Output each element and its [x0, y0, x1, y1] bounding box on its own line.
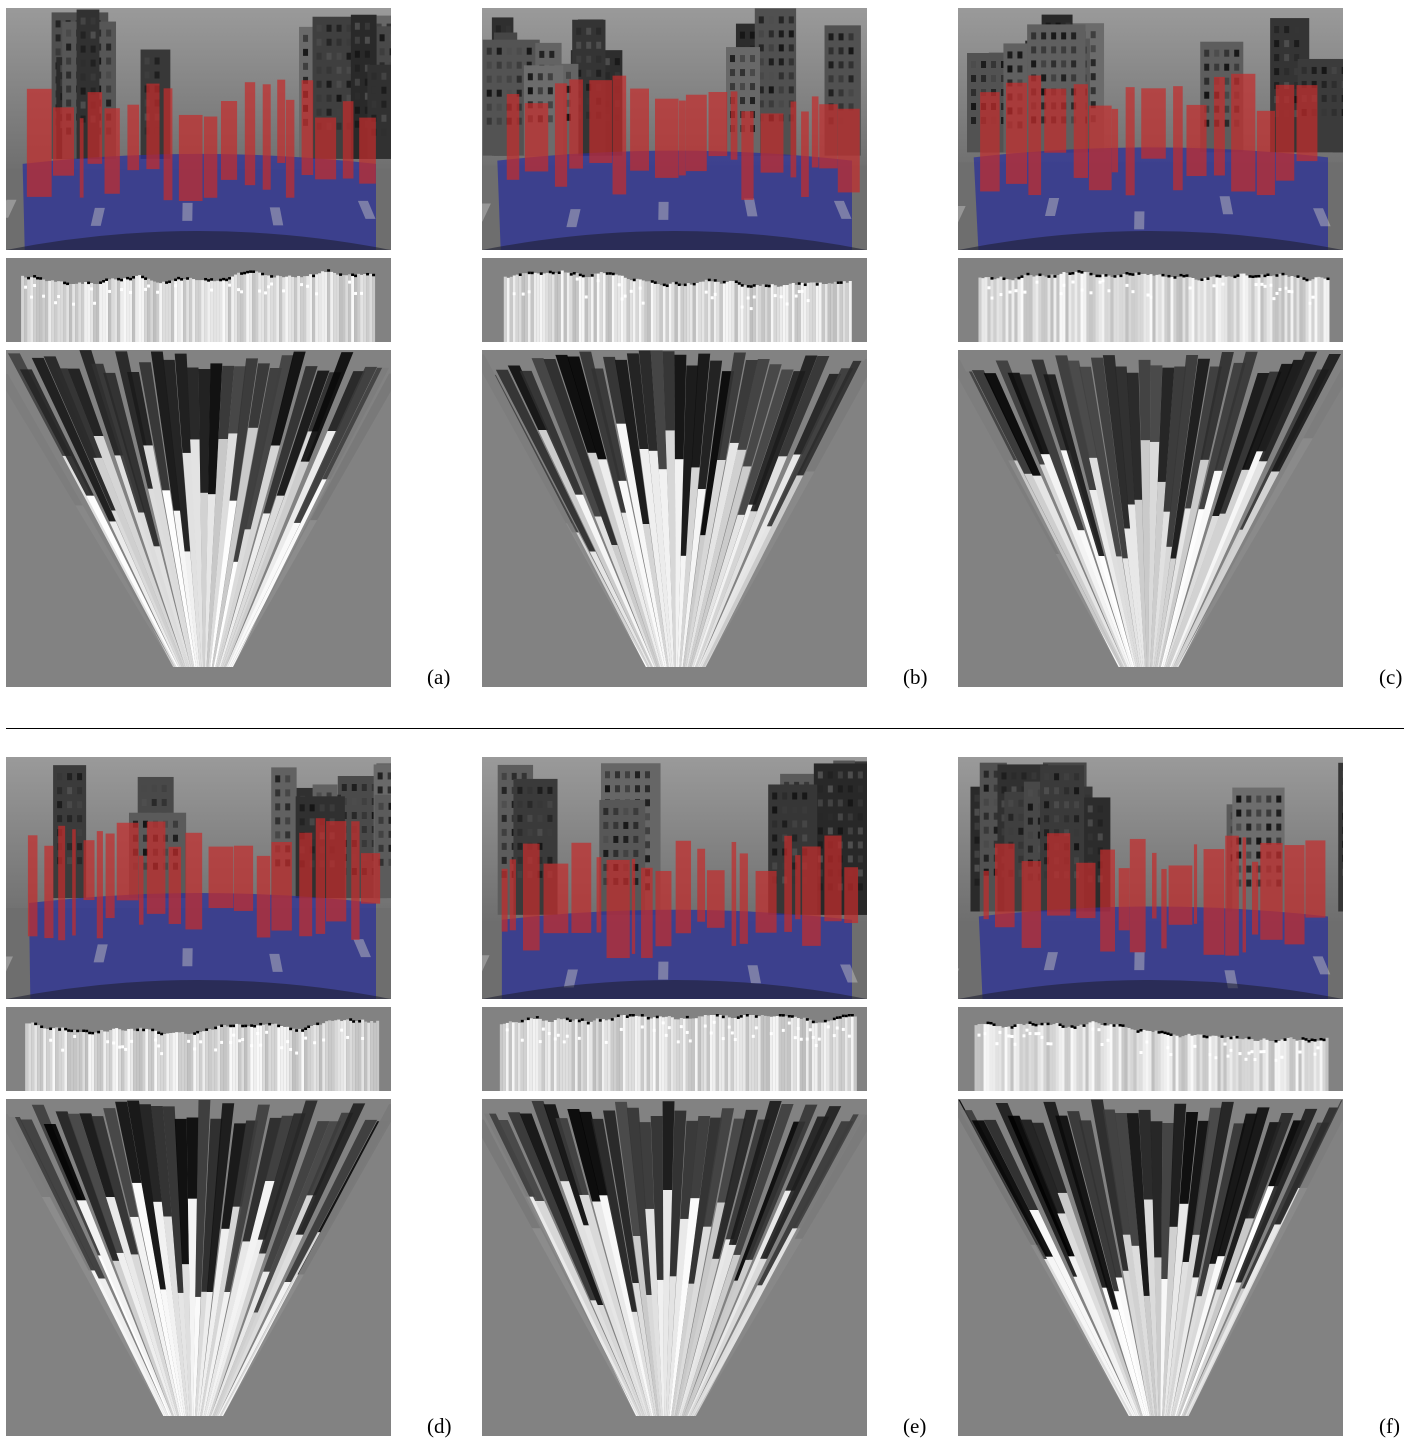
stixel-strip-f [958, 1007, 1343, 1091]
occupancy-map-e [482, 1099, 867, 1436]
occupancy-map-a [6, 350, 391, 687]
caption-f: (f) [1379, 1414, 1400, 1438]
caption-b: (b) [903, 665, 928, 689]
caption-a: (a) [427, 665, 451, 689]
caption-e: (e) [903, 1414, 927, 1438]
stixel-strip-d [6, 1007, 391, 1091]
camera-view-d [6, 757, 391, 999]
stixel-strip-b [482, 258, 867, 342]
row-separator [6, 728, 1404, 729]
camera-view-c [958, 8, 1343, 250]
occupancy-map-b [482, 350, 867, 687]
camera-view-a [6, 8, 391, 250]
stixel-strip-e [482, 1007, 867, 1091]
stixel-strip-c [958, 258, 1343, 342]
caption-d: (d) [427, 1414, 452, 1438]
occupancy-map-c [958, 350, 1343, 687]
occupancy-map-f [958, 1099, 1343, 1436]
camera-view-f [958, 757, 1343, 999]
camera-view-e [482, 757, 867, 999]
stixel-strip-a [6, 258, 391, 342]
caption-c: (c) [1379, 665, 1403, 689]
camera-view-b [482, 8, 867, 250]
occupancy-map-d [6, 1099, 391, 1436]
